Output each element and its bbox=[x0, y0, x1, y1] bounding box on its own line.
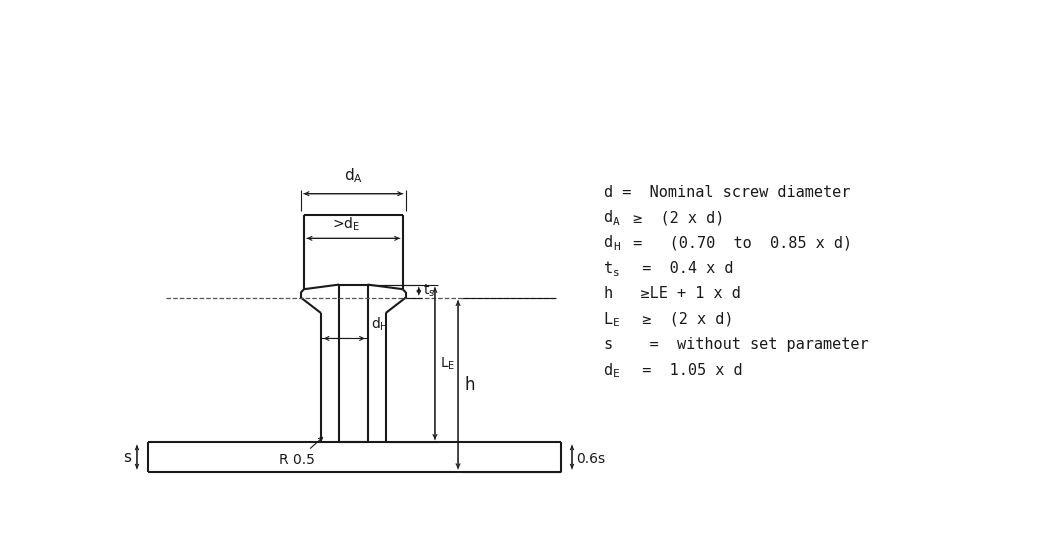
Text: >d$_\mathregular{E}$: >d$_\mathregular{E}$ bbox=[332, 216, 360, 233]
Text: R 0.5: R 0.5 bbox=[279, 438, 322, 467]
Text: d: d bbox=[604, 236, 613, 250]
Text: h: h bbox=[465, 376, 476, 394]
Text: s: s bbox=[124, 450, 131, 464]
Text: =   (0.70  to  0.85 x d): = (0.70 to 0.85 x d) bbox=[625, 236, 853, 250]
Text: h   ≥LE + 1 x d: h ≥LE + 1 x d bbox=[604, 286, 740, 301]
Text: =  0.4 x d: = 0.4 x d bbox=[625, 261, 734, 276]
Text: t: t bbox=[604, 261, 613, 276]
Text: s    =  without set parameter: s = without set parameter bbox=[604, 337, 868, 352]
Text: H: H bbox=[613, 242, 619, 252]
Text: L$_\mathregular{E}$: L$_\mathregular{E}$ bbox=[440, 355, 456, 372]
Text: t$_\mathregular{s}$: t$_\mathregular{s}$ bbox=[423, 283, 436, 299]
Text: L: L bbox=[604, 312, 613, 327]
Text: E: E bbox=[613, 318, 619, 328]
Text: d =  Nominal screw diameter: d = Nominal screw diameter bbox=[604, 184, 849, 200]
Text: d$_\mathregular{A}$: d$_\mathregular{A}$ bbox=[343, 166, 363, 185]
Text: 0.6s: 0.6s bbox=[575, 452, 605, 466]
Text: d: d bbox=[604, 210, 613, 225]
Text: s: s bbox=[613, 267, 619, 278]
Text: A: A bbox=[613, 217, 619, 227]
Text: =  1.05 x d: = 1.05 x d bbox=[625, 362, 743, 378]
Text: d$_\mathregular{H}$: d$_\mathregular{H}$ bbox=[372, 316, 388, 333]
Text: d: d bbox=[604, 362, 613, 378]
Text: E: E bbox=[613, 369, 619, 379]
Text: ≥  (2 x d): ≥ (2 x d) bbox=[625, 312, 734, 327]
Text: ≥  (2 x d): ≥ (2 x d) bbox=[625, 210, 724, 225]
